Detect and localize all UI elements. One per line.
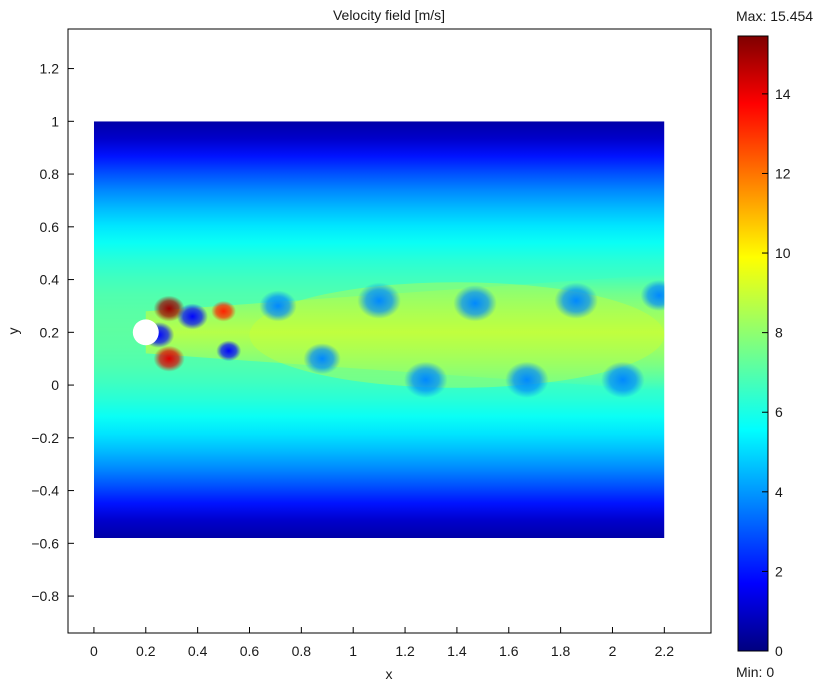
x-tick-label: 0.6 bbox=[240, 643, 260, 659]
x-tick-label: 0.4 bbox=[188, 643, 208, 659]
vortex bbox=[259, 290, 297, 322]
colorbar-tick-label: 4 bbox=[775, 484, 783, 500]
cylinder-obstacle bbox=[132, 319, 159, 346]
y-tick-label: 0.8 bbox=[40, 166, 60, 182]
vortex bbox=[153, 295, 185, 322]
x-tick-label: 2 bbox=[609, 643, 617, 659]
colorbar-max-label: Max: 15.454 bbox=[736, 8, 813, 24]
y-tick-label: −0.4 bbox=[31, 483, 59, 499]
y-tick-label: 1.2 bbox=[40, 61, 60, 77]
colorbar-tick-label: 10 bbox=[775, 245, 791, 261]
y-tick-label: −0.2 bbox=[31, 430, 59, 446]
colorbar-tick-label: 8 bbox=[775, 325, 783, 341]
vortex bbox=[453, 285, 497, 322]
vortex bbox=[404, 361, 448, 398]
x-tick-label: 1.8 bbox=[551, 643, 571, 659]
x-tick-label: 1 bbox=[349, 643, 357, 659]
y-tick-label: 0.2 bbox=[40, 324, 60, 340]
chart-title: Velocity field [m/s] bbox=[333, 7, 445, 23]
colorbar-tick-label: 2 bbox=[775, 563, 783, 579]
vortex bbox=[640, 279, 665, 311]
vortex bbox=[554, 282, 598, 319]
colorbar-tick-label: 6 bbox=[775, 404, 783, 420]
x-tick-label: 0.8 bbox=[292, 643, 312, 659]
x-tick-label: 1.6 bbox=[499, 643, 519, 659]
colorbar-ticks: 0 2 4 6 8 10 12 14 bbox=[762, 86, 791, 659]
vortex bbox=[176, 303, 209, 330]
colorbar-tick-label: 12 bbox=[775, 165, 791, 181]
y-tick-label: 0.6 bbox=[40, 219, 60, 235]
x-tick-label: 0.2 bbox=[136, 643, 156, 659]
vortex bbox=[601, 361, 645, 398]
wake-vortices bbox=[143, 279, 665, 398]
y-tick-label: 0.4 bbox=[40, 272, 60, 288]
colorbar bbox=[737, 35, 769, 652]
colorbar-tick-label: 14 bbox=[775, 86, 791, 102]
x-tick-label: 1.4 bbox=[447, 643, 467, 659]
x-tick-label: 2.2 bbox=[655, 643, 675, 659]
vortex bbox=[505, 361, 549, 398]
vortex bbox=[303, 343, 341, 375]
colorbar-tick-label: 0 bbox=[775, 643, 783, 659]
y-axis-label: y bbox=[5, 328, 21, 335]
x-tick-label: 0 bbox=[90, 643, 98, 659]
y-axis-ticks: −0.8 −0.6 −0.4 −0.2 0 0.2 0.4 0.6 0.8 1 1.2 bbox=[31, 61, 74, 604]
x-axis-label: x bbox=[386, 666, 393, 682]
vortex bbox=[216, 340, 242, 362]
velocity-field-heatmap bbox=[93, 121, 665, 539]
x-axis-ticks: 0 0.2 0.4 0.6 0.8 1 1.2 1.4 1.6 1.8 2 2.2 bbox=[90, 627, 674, 659]
vortex bbox=[357, 282, 401, 319]
vortex bbox=[211, 300, 237, 322]
x-tick-label: 1.2 bbox=[395, 643, 415, 659]
y-tick-label: −0.6 bbox=[31, 535, 59, 551]
y-tick-label: 1 bbox=[51, 113, 59, 129]
y-tick-label: −0.8 bbox=[31, 588, 59, 604]
vortex bbox=[153, 345, 185, 372]
y-tick-label: 0 bbox=[51, 377, 59, 393]
colorbar-min-label: Min: 0 bbox=[736, 664, 774, 680]
